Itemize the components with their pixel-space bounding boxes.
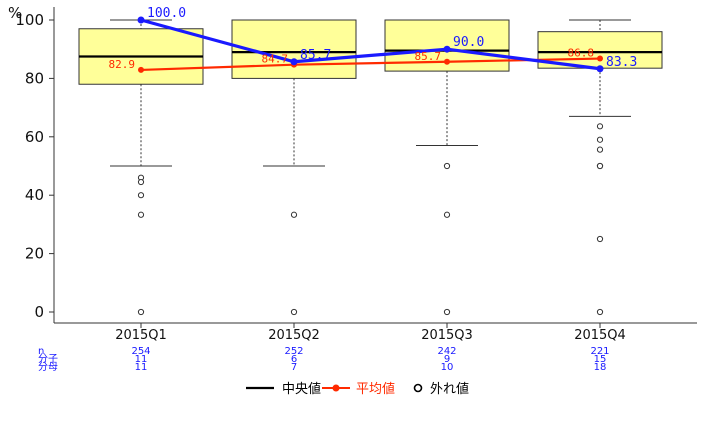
- legend-outlier-swatch: [413, 383, 423, 393]
- mean-point: [138, 66, 144, 73]
- rate-label: 85.7: [300, 48, 331, 63]
- rate-label: 100.0: [147, 6, 186, 21]
- y-tick-label: 20: [25, 245, 44, 263]
- rate-label: 90.0: [453, 35, 484, 50]
- count-value: 18: [594, 362, 607, 373]
- outlier-point: [137, 211, 145, 218]
- outlier-point: [596, 235, 604, 243]
- mean-point: [597, 55, 603, 62]
- outlier-point: [137, 178, 145, 186]
- x-tick-label: 2015Q2: [268, 328, 320, 343]
- legend-median-label: 中央値: [282, 381, 321, 397]
- mean-label: 86.8: [568, 47, 595, 60]
- outlier-point: [137, 192, 145, 199]
- legend-outlier-label: 外れ値: [430, 381, 469, 397]
- outlier-point: [290, 211, 298, 218]
- outlier-point: [443, 162, 451, 170]
- legend-mean-label: 平均値: [356, 381, 395, 397]
- count-value: 7: [291, 362, 297, 373]
- count-row-label: n: [38, 346, 44, 357]
- legend: 中央値 平均値 外れ値: [246, 381, 469, 397]
- y-tick-label: 60: [25, 128, 44, 146]
- count-value: 242: [437, 346, 456, 357]
- count-value: 9: [444, 354, 450, 365]
- outlier-point: [596, 136, 604, 143]
- rate-point: [443, 45, 451, 53]
- count-value: 221: [590, 346, 609, 357]
- count-row-label: 分子: [38, 353, 58, 365]
- outlier-point: [137, 308, 145, 316]
- y-tick-label: 0: [34, 303, 44, 321]
- rate-point: [290, 58, 298, 66]
- x-tick-label: 2015Q3: [421, 328, 473, 343]
- rate-point: [596, 65, 604, 73]
- x-axis: 2015Q1 2015Q2 2015Q3 2015Q4: [115, 323, 626, 343]
- count-value: 11: [135, 362, 148, 373]
- y-tick-label: 100: [15, 11, 44, 29]
- mean-label: 85.7: [415, 50, 442, 63]
- outlier-point: [596, 308, 604, 316]
- outlier-point: [596, 123, 604, 130]
- outlier-point: [443, 308, 451, 316]
- outlier-point: [290, 308, 298, 316]
- y-axis: 0 20 40 60 80 100: [15, 11, 54, 321]
- count-row-label: 分母: [38, 361, 58, 373]
- legend-mean-dot: [332, 384, 340, 392]
- rate-label: 83.3: [606, 55, 637, 70]
- rate-line: [140, 18, 601, 71]
- outlier-point: [596, 146, 604, 153]
- series-lines: 82.9 84.7 85.7 86.8 100.0 85.7 90.0 83.3: [109, 6, 637, 73]
- outlier-point: [596, 162, 604, 170]
- count-value: 15: [594, 354, 607, 365]
- x-tick-label: 2015Q4: [574, 328, 626, 343]
- mean-label: 84.7: [262, 53, 289, 66]
- count-value: 254: [131, 346, 150, 357]
- y-tick-label: 40: [25, 186, 44, 204]
- outlier-point: [443, 211, 451, 218]
- mean-point: [444, 58, 450, 65]
- count-value: 10: [441, 362, 454, 373]
- count-value: 252: [284, 346, 303, 357]
- count-value: 6: [291, 354, 297, 365]
- y-tick-label: 80: [25, 69, 44, 87]
- count-value: 11: [135, 354, 148, 365]
- mean-label: 82.9: [109, 58, 136, 71]
- rate-point: [137, 16, 145, 24]
- y-axis-unit: %: [8, 4, 22, 22]
- x-tick-label: 2015Q1: [115, 328, 167, 343]
